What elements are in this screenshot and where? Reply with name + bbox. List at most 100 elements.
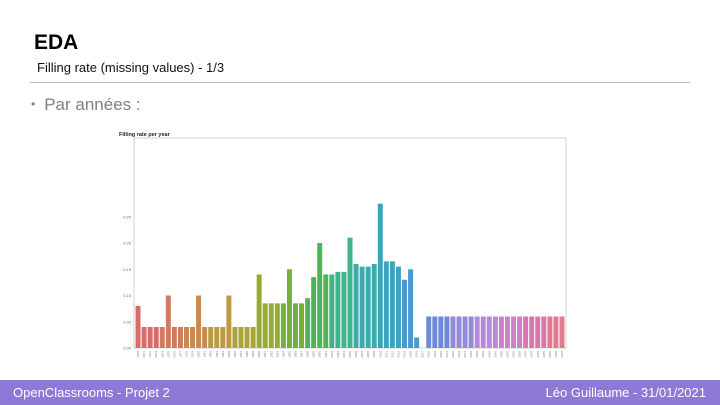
bar bbox=[395, 266, 401, 349]
bar bbox=[438, 316, 444, 348]
x-tick-label: 1976 bbox=[172, 351, 176, 358]
x-tick-label: 2010 bbox=[378, 351, 382, 358]
x-tick-label: 2065 bbox=[518, 351, 522, 358]
x-tick-label: 2004 bbox=[342, 351, 346, 358]
bar bbox=[408, 269, 414, 348]
x-tick-label: 2015 bbox=[409, 351, 413, 358]
bar bbox=[492, 316, 498, 348]
bar bbox=[359, 266, 365, 349]
bar bbox=[523, 316, 529, 348]
x-tick-label: 1985 bbox=[227, 351, 231, 358]
bar bbox=[517, 316, 523, 348]
x-tick-label: 1977 bbox=[178, 351, 182, 358]
x-tick-label: 2011 bbox=[384, 351, 388, 358]
bar bbox=[286, 269, 292, 348]
x-tick-label: 2016 bbox=[415, 351, 419, 358]
bar bbox=[474, 316, 480, 348]
slide-subtitle: Filling rate (missing values) - 1/3 bbox=[37, 60, 225, 75]
x-tick-label: 1981 bbox=[203, 351, 207, 358]
x-tick-label: 2085 bbox=[542, 351, 546, 358]
x-tick-label: 2060 bbox=[512, 351, 516, 358]
bar bbox=[389, 261, 395, 349]
x-tick-label: 1980 bbox=[197, 351, 201, 358]
x-tick-label: 1991 bbox=[263, 351, 267, 358]
x-tick-label: 1975 bbox=[166, 351, 170, 358]
bar bbox=[311, 277, 317, 349]
bars-group bbox=[135, 203, 565, 349]
x-tick-label: 1997 bbox=[300, 351, 304, 358]
x-tick-label: 2019 bbox=[433, 351, 437, 358]
bar bbox=[323, 274, 329, 348]
x-tick-label: 2024 bbox=[463, 351, 467, 358]
x-tick-label: 1984 bbox=[221, 351, 225, 358]
y-tick-label: 0.25 bbox=[123, 214, 132, 219]
x-tick-label: 2080 bbox=[536, 351, 540, 358]
bar bbox=[402, 279, 407, 348]
x-tick-label: 1994 bbox=[281, 351, 285, 358]
x-tick-label: 1983 bbox=[215, 351, 219, 358]
bar bbox=[444, 316, 450, 348]
x-tick-label: 2005 bbox=[348, 351, 352, 358]
x-tick-label: 1999 bbox=[312, 351, 316, 358]
bar bbox=[305, 298, 311, 349]
x-tick-label: 1982 bbox=[209, 351, 213, 358]
y-axis: 0.00 0.05 0.10 0.15 0.20 0.25 bbox=[123, 214, 132, 350]
bar bbox=[196, 295, 202, 348]
y-tick-label: 0.00 bbox=[123, 346, 132, 351]
bar bbox=[347, 237, 353, 348]
y-tick-label: 0.15 bbox=[123, 267, 132, 272]
bar bbox=[480, 316, 486, 348]
bar bbox=[268, 303, 274, 349]
x-tick-label: 2025 bbox=[469, 351, 473, 358]
x-tick-label: 2002 bbox=[330, 351, 334, 358]
x-tick-label: 1987 bbox=[239, 351, 243, 358]
bar bbox=[208, 327, 214, 348]
bar bbox=[535, 316, 541, 348]
bar bbox=[547, 316, 553, 348]
x-tick-label: 1996 bbox=[293, 351, 297, 358]
bar bbox=[432, 316, 438, 348]
x-tick-label: 1972 bbox=[148, 351, 152, 358]
bar bbox=[232, 327, 238, 348]
x-tick-label: 2021 bbox=[445, 351, 449, 358]
bar bbox=[147, 327, 153, 348]
bar bbox=[426, 316, 432, 348]
bar bbox=[214, 327, 220, 348]
x-tick-label: 2013 bbox=[396, 351, 400, 358]
bar bbox=[244, 327, 250, 348]
x-tick-label: 2055 bbox=[505, 351, 509, 358]
footer-left: OpenClassrooms - Projet 2 bbox=[13, 385, 170, 400]
footer-right: Léo Guillaume - 31/01/2021 bbox=[545, 385, 706, 400]
x-tick-label: 1973 bbox=[154, 351, 158, 358]
x-tick-label: 2017 bbox=[421, 351, 425, 358]
x-tick-label: 2003 bbox=[336, 351, 340, 358]
x-tick-label: 2018 bbox=[427, 351, 431, 358]
x-tick-label: 2006 bbox=[354, 351, 358, 358]
x-tick-label: 2045 bbox=[493, 351, 497, 358]
bar bbox=[365, 266, 371, 349]
bar bbox=[184, 327, 189, 348]
bar bbox=[202, 327, 208, 348]
x-tick-label: 1998 bbox=[306, 351, 310, 358]
y-tick-label: 0.20 bbox=[123, 241, 132, 246]
bar bbox=[171, 327, 177, 348]
x-tick-label: 1988 bbox=[245, 351, 249, 358]
bar bbox=[468, 316, 474, 348]
bar bbox=[559, 316, 565, 348]
bar bbox=[335, 271, 341, 349]
bar bbox=[341, 271, 347, 349]
bar bbox=[220, 327, 226, 348]
x-tick-label: 1971 bbox=[142, 351, 146, 358]
x-tick-label: 2050 bbox=[499, 351, 503, 358]
y-tick-label: 0.05 bbox=[123, 319, 132, 324]
bar bbox=[135, 306, 141, 348]
bar bbox=[353, 264, 359, 348]
bar bbox=[529, 316, 535, 348]
x-tick-label: 2014 bbox=[403, 351, 407, 358]
x-tick-label: 2001 bbox=[324, 351, 328, 358]
x-tick-label: 2008 bbox=[366, 351, 370, 358]
bar bbox=[190, 327, 196, 348]
x-tick-label: 1995 bbox=[287, 351, 291, 358]
x-tick-label: 1992 bbox=[269, 351, 273, 358]
x-tick-label: 1978 bbox=[184, 351, 188, 358]
